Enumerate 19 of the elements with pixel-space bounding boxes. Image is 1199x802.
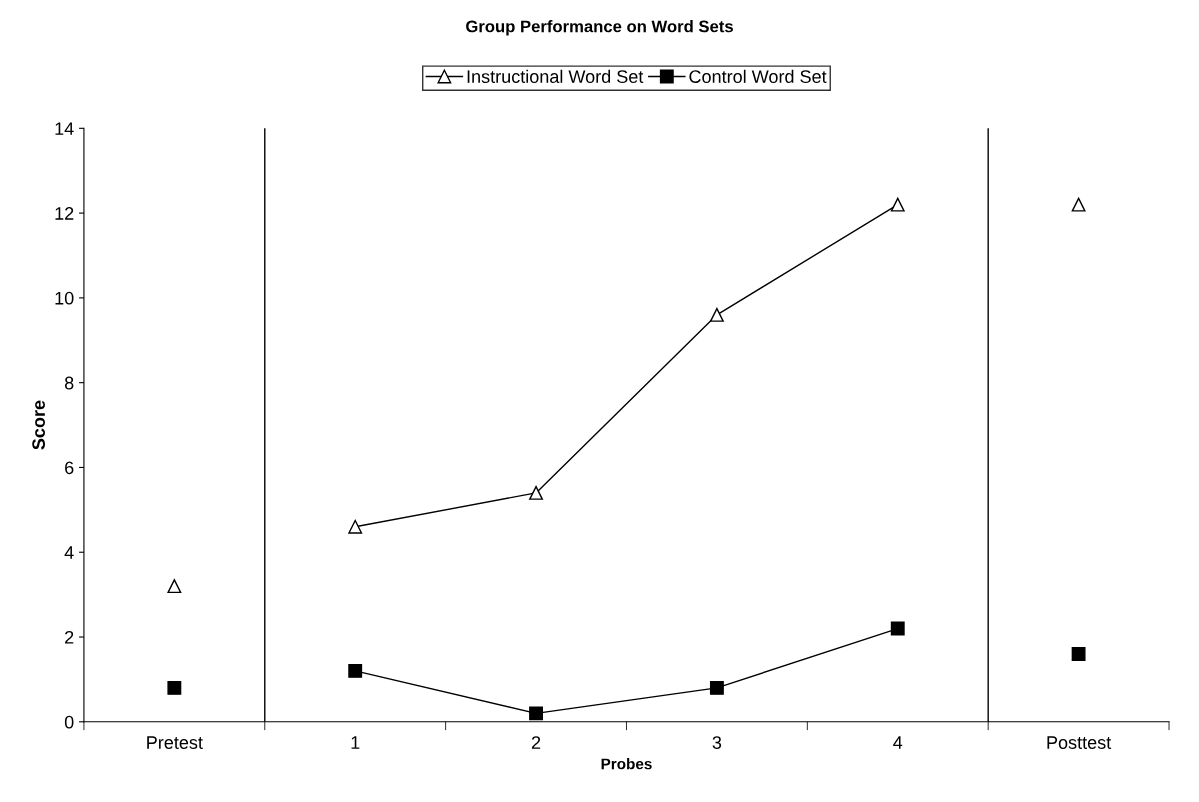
x-axis-title: Probes [601, 758, 652, 770]
x-tick-label: Posttest [1047, 736, 1112, 749]
y-tick-label: 8 [64, 376, 74, 390]
x-tick-label: 1 [351, 736, 360, 749]
y-tick-label: 4 [64, 546, 74, 559]
y-tick-label: 6 [65, 461, 74, 475]
y-tick-label: 2 [65, 630, 74, 644]
x-tick-label: 2 [531, 736, 541, 749]
chart-title: Group Performance on Word Sets [466, 20, 733, 36]
y-tick-label: 0 [64, 715, 74, 729]
y-tick-label: 14 [55, 122, 74, 135]
x-tick-label: 3 [712, 736, 722, 749]
legend-label: Control Word Set [689, 69, 827, 83]
y-axis-title: Score [32, 400, 45, 450]
x-tick-label: Pretest [147, 736, 203, 749]
legend-label: Instructional Word Set [467, 69, 644, 83]
x-tick-label: 4 [893, 736, 903, 749]
y-tick-label: 12 [55, 207, 74, 220]
y-tick-label: 10 [55, 291, 74, 305]
